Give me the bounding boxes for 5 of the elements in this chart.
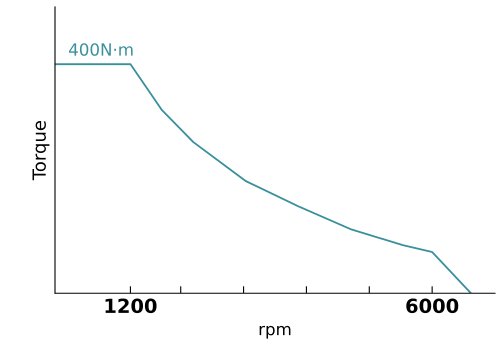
text: 400N·m — [69, 43, 133, 56]
x-tick-label: 6000 — [406, 298, 458, 314]
x-axis-title: rpm — [260, 326, 290, 339]
y-axis-title: Torque — [32, 120, 50, 180]
x-tick-label: 1200 — [106, 298, 157, 314]
